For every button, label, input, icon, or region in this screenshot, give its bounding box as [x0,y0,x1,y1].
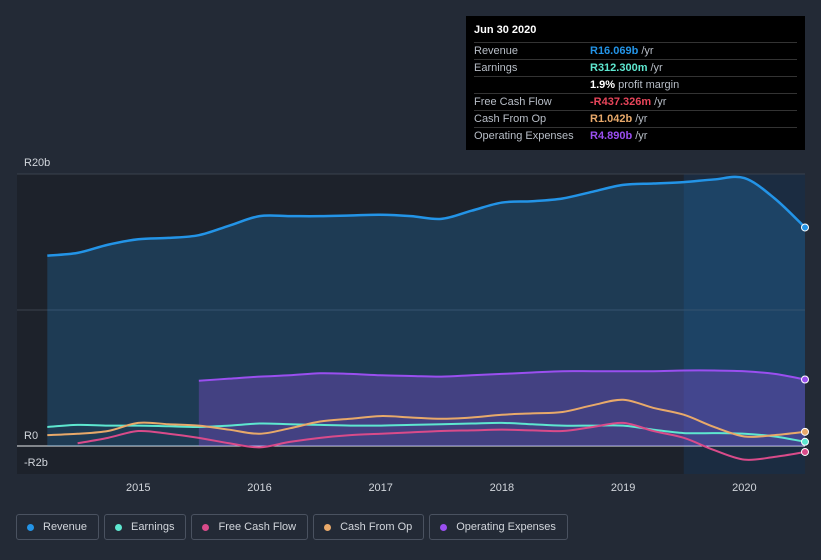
tooltip-row-label: Free Cash Flow [474,96,552,108]
cash-from-op-line [47,398,806,438]
series-end-dots [801,223,809,456]
free-cash-flow-end-dot [801,447,809,456]
tooltip-row-label: Cash From Op [474,113,547,125]
tooltip-row-value: R16.069b [590,45,639,57]
tooltip-row-value: R1.042b [590,113,633,125]
revenue-end-dot [801,223,809,232]
legend-item-earnings[interactable]: Earnings [104,514,187,540]
legend-label: Revenue [43,521,88,533]
chart: R20b R0 -R2b 2015 2016 2017 2018 2019 2020 [17,157,809,494]
tooltip-row-value: 1.9% [590,79,616,91]
x-tick-label: 2015 [126,482,150,494]
legend-item-cash-from-op[interactable]: Cash From Op [313,514,425,540]
tooltip-row-unit: /yr [635,130,648,142]
tooltip-row: Operating Expenses R4.890b/yr [474,127,797,144]
x-tick-label: 2020 [732,482,756,494]
tooltip-row-unit: /yr [635,113,648,125]
legend-dot-icon [440,523,448,531]
x-tick-label: 2018 [490,482,514,494]
legend-dot-icon [115,523,123,531]
tooltip-row-label: Revenue [474,45,519,57]
tooltip-row: 1.9% profit margin [474,76,797,93]
revenue-line [47,175,806,257]
gridlines [17,173,805,447]
legend-label: Earnings [131,521,175,533]
tooltip-row-value: -R437.326m [590,96,652,108]
legend-item-revenue[interactable]: Revenue [16,514,100,540]
operating-expenses-area [198,370,805,446]
x-tick-label: 2016 [247,482,271,494]
tooltip-row: Free Cash Flow -R437.326m/yr [474,93,797,110]
tooltip-rows: Revenue R16.069b/yr Earnings R312.300m/yr 1.… [474,42,797,144]
earnings-end-dot [801,437,809,446]
tooltip-row-unit: /yr [654,96,667,108]
axis-labels: R20b R0 -R2b 2015 2016 2017 2018 2019 2020 [24,157,757,494]
legend-item-free-cash-flow[interactable]: Free Cash Flow [191,514,309,540]
legend-label: Cash From Op [340,521,413,533]
y-tick-label: R0 [24,430,38,442]
tooltip-date: Jun 30 2020 [474,24,537,36]
legend-label: Free Cash Flow [218,521,297,533]
tooltip-row: Revenue R16.069b/yr [474,42,797,59]
legend-dot-icon [27,523,34,531]
tooltip-row-unit: /yr [641,45,654,57]
tooltip-row-label: Operating Expenses [474,130,574,142]
operating-expenses-line [198,369,806,382]
tooltip-row: Earnings R312.300m/yr [474,59,797,76]
legend-label: Operating Expenses [456,521,556,533]
y-tick-label: R20b [24,157,50,169]
tooltip-row-unit: /yr [650,62,663,74]
tooltip: Jun 30 2020 Revenue R16.069b/yr Earnings R3… [466,16,805,150]
forecast-band [683,174,805,474]
tooltip-row-value: R312.300m [590,62,648,74]
legend-dot-icon [202,523,210,531]
tooltip-row: Cash From Op R1.042b/yr [474,110,797,127]
legend: Revenue Earnings Free Cash Flow Cash From O… [16,514,568,542]
tooltip-row-unit: profit margin [618,79,680,91]
legend-item-operating-expenses[interactable]: Operating Expenses [429,514,568,540]
series-lines [47,175,806,461]
cash-from-op-end-dot [801,427,809,436]
x-tick-label: 2017 [368,482,392,494]
earnings-line [47,421,806,443]
y-tick-label: -R2b [24,457,48,469]
tooltip-row-value: R4.890b [590,130,633,142]
free-cash-flow-line [77,421,806,461]
operating-expenses-end-dot [801,375,809,384]
tooltip-row-label: Earnings [474,62,518,74]
x-tick-label: 2019 [611,482,635,494]
legend-dot-icon [324,523,332,531]
